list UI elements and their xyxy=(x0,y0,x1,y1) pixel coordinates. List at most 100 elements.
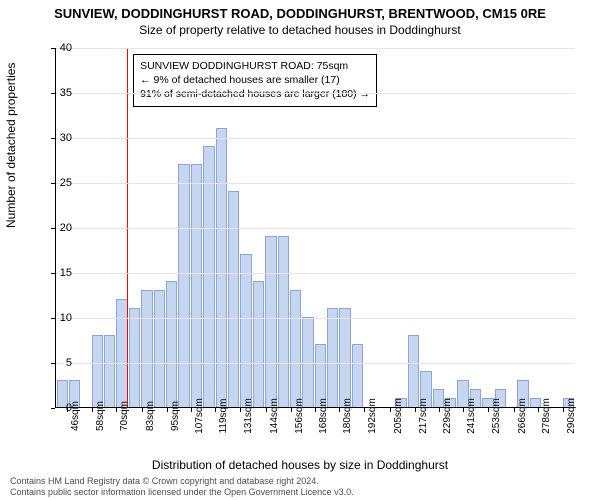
y-gridline xyxy=(56,48,575,49)
y-gridline xyxy=(56,273,575,274)
bar xyxy=(530,398,541,407)
x-tick-label: 131sqm xyxy=(243,398,254,434)
bar xyxy=(166,281,177,407)
x-tick-label: 180sqm xyxy=(342,398,353,434)
y-tick-mark xyxy=(51,183,55,184)
bar xyxy=(327,308,338,407)
x-tick-label: 253sqm xyxy=(491,398,502,434)
bar xyxy=(302,317,313,407)
x-tick-mark xyxy=(463,408,464,412)
bar xyxy=(141,290,152,407)
bar xyxy=(240,254,251,407)
x-tick-label: 217sqm xyxy=(418,398,429,434)
x-tick-label: 107sqm xyxy=(194,398,205,434)
x-tick-mark xyxy=(266,408,267,412)
bar xyxy=(203,146,214,407)
y-tick-label: 35 xyxy=(42,87,72,99)
x-tick-label: 241sqm xyxy=(466,398,477,434)
y-tick-mark xyxy=(51,228,55,229)
y-tick-label: 15 xyxy=(42,267,72,279)
bar xyxy=(290,290,301,407)
x-tick-label: 266sqm xyxy=(517,398,528,434)
plot-area: SUNVIEW DODDINGHURST ROAD: 75sqm ← 9% of… xyxy=(55,48,575,408)
bar xyxy=(339,308,350,407)
y-gridline xyxy=(56,318,575,319)
y-gridline xyxy=(56,93,575,94)
y-tick-mark xyxy=(51,363,55,364)
bar xyxy=(278,236,289,407)
y-axis-label: Number of detached properties xyxy=(4,63,18,228)
x-tick-mark xyxy=(563,408,564,412)
bar xyxy=(216,128,227,407)
y-tick-label: 5 xyxy=(42,357,72,369)
y-gridline xyxy=(56,363,575,364)
x-tick-mark xyxy=(67,408,68,412)
x-tick-label: 229sqm xyxy=(442,398,453,434)
x-tick-label: 70sqm xyxy=(119,401,130,431)
x-tick-label: 205sqm xyxy=(393,398,404,434)
x-tick-mark xyxy=(142,408,143,412)
bar xyxy=(154,290,165,407)
x-tick-label: 278sqm xyxy=(541,398,552,434)
x-tick-label: 156sqm xyxy=(294,398,305,434)
x-tick-label: 119sqm xyxy=(218,399,229,434)
y-gridline xyxy=(56,138,575,139)
x-tick-mark xyxy=(488,408,489,412)
chart-title-main: SUNVIEW, DODDINGHURST ROAD, DODDINGHURST… xyxy=(0,0,600,21)
chart-title-sub: Size of property relative to detached ho… xyxy=(0,21,600,37)
x-tick-mark xyxy=(439,408,440,412)
annotation-line2: ← 9% of detached houses are smaller (17) xyxy=(140,73,370,87)
x-tick-mark xyxy=(215,408,216,412)
y-gridline xyxy=(56,183,575,184)
bar xyxy=(129,308,140,407)
bar xyxy=(191,164,202,407)
y-tick-mark xyxy=(51,93,55,94)
x-tick-label: 58sqm xyxy=(95,401,106,431)
x-tick-mark xyxy=(240,408,241,412)
x-tick-mark xyxy=(339,408,340,412)
x-tick-mark xyxy=(514,408,515,412)
chart-container: SUNVIEW, DODDINGHURST ROAD, DODDINGHURST… xyxy=(0,0,600,500)
x-tick-label: 192sqm xyxy=(367,398,378,434)
annotation-line3: 91% of semi-detached houses are larger (… xyxy=(140,87,370,101)
attribution-line2: Contains public sector information licen… xyxy=(10,487,354,498)
x-tick-mark xyxy=(167,408,168,412)
attribution: Contains HM Land Registry data © Crown c… xyxy=(10,476,354,498)
x-tick-label: 46sqm xyxy=(70,401,81,431)
y-tick-label: 25 xyxy=(42,177,72,189)
bar xyxy=(228,191,239,407)
x-tick-mark xyxy=(291,408,292,412)
x-tick-mark xyxy=(92,408,93,412)
x-tick-mark xyxy=(364,408,365,412)
x-tick-mark xyxy=(390,408,391,412)
x-axis-label: Distribution of detached houses by size … xyxy=(0,458,600,472)
bar xyxy=(104,335,115,407)
y-tick-mark xyxy=(51,273,55,274)
y-gridline xyxy=(56,228,575,229)
bar xyxy=(253,281,264,407)
x-tick-label: 290sqm xyxy=(566,398,577,434)
x-tick-label: 95sqm xyxy=(170,401,181,431)
attribution-line1: Contains HM Land Registry data © Crown c… xyxy=(10,476,354,487)
bar xyxy=(408,335,419,407)
bar xyxy=(178,164,189,407)
y-tick-mark xyxy=(51,138,55,139)
annotation-box: SUNVIEW DODDINGHURST ROAD: 75sqm ← 9% of… xyxy=(133,54,377,107)
y-tick-mark xyxy=(51,48,55,49)
y-tick-label: 40 xyxy=(42,42,72,54)
x-tick-mark xyxy=(315,408,316,412)
x-tick-mark xyxy=(191,408,192,412)
bar xyxy=(92,335,103,407)
y-tick-mark xyxy=(51,318,55,319)
y-tick-label: 10 xyxy=(42,312,72,324)
x-tick-label: 168sqm xyxy=(318,398,329,434)
x-tick-mark xyxy=(415,408,416,412)
y-tick-mark xyxy=(51,408,55,409)
x-tick-mark xyxy=(538,408,539,412)
y-tick-label: 30 xyxy=(42,132,72,144)
x-tick-mark xyxy=(116,408,117,412)
x-tick-label: 83sqm xyxy=(145,401,156,431)
annotation-line1: SUNVIEW DODDINGHURST ROAD: 75sqm xyxy=(140,59,370,73)
x-tick-label: 144sqm xyxy=(269,398,280,434)
bar xyxy=(352,344,363,407)
